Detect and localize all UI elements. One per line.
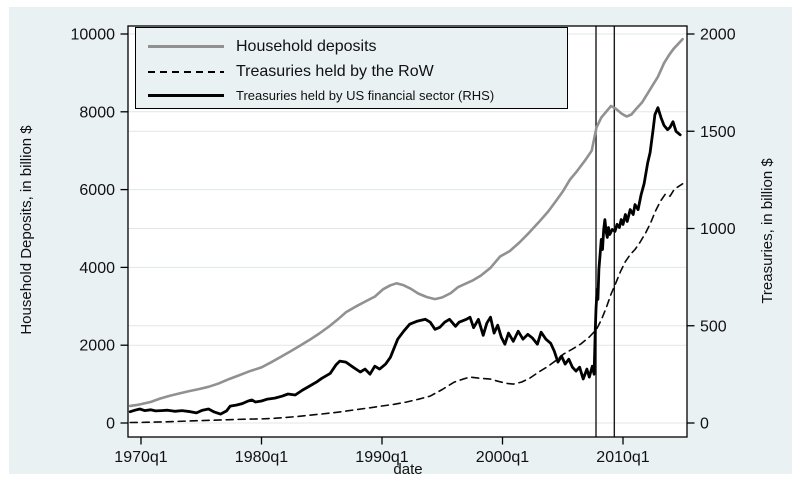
legend: Household deposits Treasuries held by th… <box>135 27 568 109</box>
dashed-line-sample <box>148 70 224 73</box>
legend-item-household-deposits: Household deposits <box>148 34 567 59</box>
y-left-axis-title: Household Deposits, in billion $ <box>18 125 35 335</box>
x-tick-label: 1990q1 <box>355 449 408 466</box>
y-left-tick-label: 0 <box>106 416 115 433</box>
gray-solid-line-sample <box>148 45 224 48</box>
legend-item-treasuries-us-financial: Treasuries held by US financial sector (… <box>148 84 567 107</box>
y-right-tick-label: 0 <box>700 416 709 433</box>
y-right-axis-title: Treasuries, in billion $ <box>759 158 776 304</box>
y-left-tick-label: 6000 <box>79 182 115 199</box>
legend-label: Treasuries held by the RoW <box>236 62 434 80</box>
x-tick-label: 2000q1 <box>476 449 529 466</box>
y-right-tick-label: 500 <box>700 318 727 335</box>
legend-label: Treasuries held by US financial sector (… <box>236 88 495 103</box>
y-left-tick-label: 4000 <box>79 260 115 277</box>
y-right-tick-label: 2000 <box>700 27 736 44</box>
x-tick-label: 1970q1 <box>114 449 167 466</box>
y-left-tick-label: 10000 <box>71 27 116 44</box>
legend-item-treasuries-row: Treasuries held by the RoW <box>148 59 567 84</box>
series-line-1 <box>129 183 684 424</box>
y-right-tick-label: 1000 <box>700 221 736 238</box>
black-solid-line-sample <box>148 94 224 97</box>
x-tick-label: 1980q1 <box>235 449 288 466</box>
legend-label: Household deposits <box>236 37 377 55</box>
x-tick-label: 2010q1 <box>596 449 649 466</box>
y-right-tick-label: 1500 <box>700 124 736 141</box>
y-left-tick-label: 8000 <box>79 104 115 121</box>
plot-frame <box>127 25 688 438</box>
series-line-2 <box>128 106 682 416</box>
series-line-0 <box>128 37 684 408</box>
y-left-tick-label: 2000 <box>79 338 115 355</box>
x-axis-title: date <box>393 461 423 478</box>
